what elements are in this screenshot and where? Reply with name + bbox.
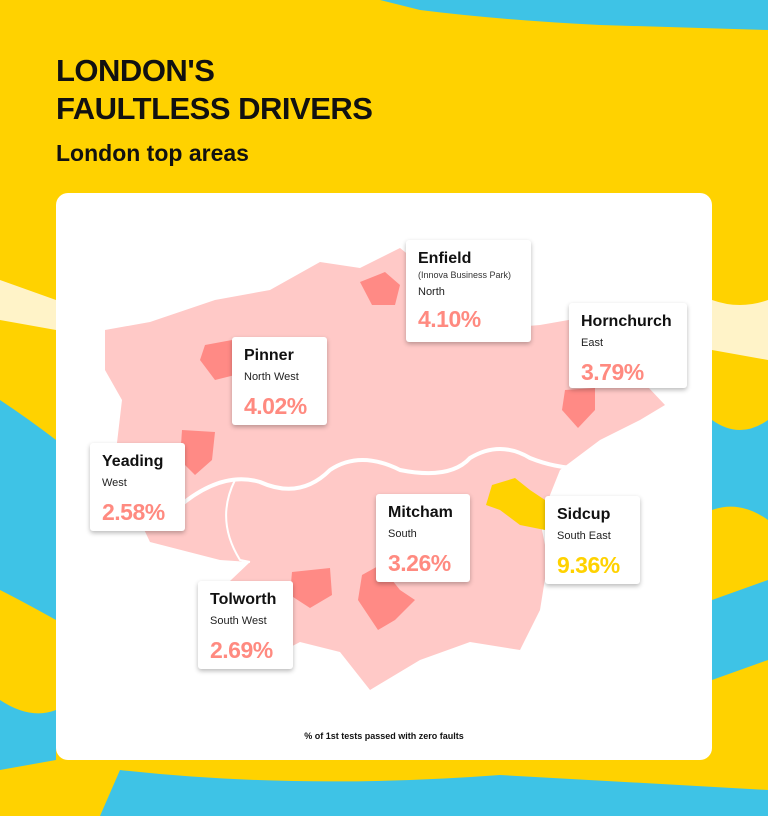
page-subtitle: London top areas xyxy=(56,140,249,166)
mitcham-area xyxy=(358,565,415,630)
area-region: North xyxy=(418,286,445,298)
area-value: 4.10% xyxy=(418,306,481,332)
area-value: 2.58% xyxy=(102,499,165,525)
area-name: Enfield xyxy=(418,250,472,267)
river-thames xyxy=(173,447,591,512)
area-card-enfield: Enfield (Innova Business Park) North 4.1… xyxy=(406,240,531,342)
area-note: (Innova Business Park) xyxy=(418,270,512,280)
area-card-yeading: Yeading West 2.58% xyxy=(90,443,185,531)
page-title: LONDON'S FAULTLESS DRIVERS xyxy=(56,52,373,128)
area-region: South xyxy=(388,528,417,540)
area-name: Hornchurch xyxy=(581,313,672,330)
enfield-area xyxy=(360,272,400,305)
area-card-mitcham: Mitcham South 3.26% xyxy=(376,494,470,582)
tolworth-area xyxy=(290,568,332,608)
area-region: West xyxy=(102,477,127,489)
area-name: Yeading xyxy=(102,453,164,470)
area-card-pinner: Pinner North West 4.02% xyxy=(232,337,327,425)
area-value: 9.36% xyxy=(557,552,620,578)
area-card-tolworth: Tolworth South West 2.69% xyxy=(198,581,293,669)
footnote: % of 1st tests passed with zero faults xyxy=(304,731,464,741)
yeading-area xyxy=(180,430,215,475)
area-value: 4.02% xyxy=(244,393,307,419)
pinner-area xyxy=(200,340,235,380)
area-region: North West xyxy=(244,371,299,383)
hornchurch-area xyxy=(562,388,595,428)
area-name: Tolworth xyxy=(210,591,277,608)
area-card-sidcup: Sidcup South East 9.36% xyxy=(545,496,640,584)
borough-boundary xyxy=(225,479,251,563)
area-name: Sidcup xyxy=(557,506,611,523)
area-name: Pinner xyxy=(244,347,294,364)
area-value: 2.69% xyxy=(210,637,273,663)
area-card-hornchurch: Hornchurch East 3.79% xyxy=(569,303,687,388)
area-region: South West xyxy=(210,615,267,627)
area-name: Mitcham xyxy=(388,504,453,521)
title-line-1: LONDON'S xyxy=(56,53,215,88)
area-region: East xyxy=(581,337,604,349)
area-region: South East xyxy=(557,530,611,542)
sidcup-area xyxy=(486,478,545,530)
area-value: 3.26% xyxy=(388,550,451,576)
area-value: 3.79% xyxy=(581,359,644,385)
title-line-2: FAULTLESS DRIVERS xyxy=(56,91,373,126)
